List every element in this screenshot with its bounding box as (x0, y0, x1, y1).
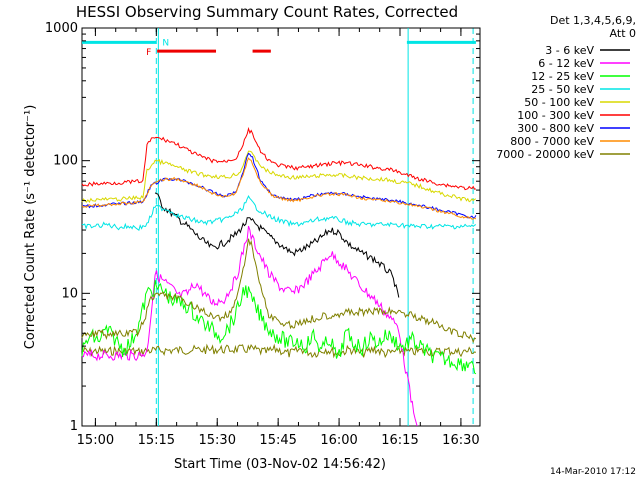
legend-header-line-1: Det 1,3,4,5,6,9, (550, 14, 636, 27)
vertical-markers (155, 28, 474, 426)
plot-area: NF 15:00 15:15 15:30 15:45 16:00 16:15 16:30 1… (45, 21, 481, 448)
series-line-800-7000-kev (81, 157, 477, 220)
x-tick-label: 15:00 (77, 433, 114, 448)
legend-label: 100 - 300 keV (517, 109, 594, 122)
legend-label: 6 - 12 keV (538, 57, 594, 70)
overlay-markers: NF (82, 38, 476, 58)
series-line-50-100-kev (81, 150, 477, 203)
legend-label: 7000 - 20000 keV (496, 148, 594, 161)
footer-timestamp: 14-Mar-2010 17:12 (550, 467, 636, 477)
legend-label: 50 - 100 keV (524, 96, 594, 109)
x-tick-label: 15:45 (259, 433, 296, 448)
chart-title: HESSI Observing Summary Count Rates, Cor… (76, 3, 458, 21)
x-tick-label: 16:00 (320, 433, 357, 448)
y-tick-label: 10 (61, 286, 78, 301)
series-line-100-300-kev (81, 126, 477, 191)
x-axis-label: Start Time (03-Nov-02 14:56:42) (174, 457, 386, 472)
plot-frame (81, 27, 481, 427)
x-axis-ticks: 15:00 15:15 15:30 15:45 16:00 16:15 16:30 (77, 28, 480, 448)
y-axis-label: Corrected Count Rate (s⁻¹ detector⁻¹) (23, 105, 38, 350)
legend-label: 12 - 25 keV (531, 70, 594, 83)
x-tick-label: 15:15 (138, 433, 175, 448)
series-line-12-25-kev (81, 279, 477, 375)
series-line-300-800-kev (81, 152, 477, 219)
series-lines (81, 126, 477, 427)
series-line-25-50-kev (81, 195, 477, 232)
series-line-7000-20000-kev (81, 238, 477, 344)
series-line-3-6-kev (154, 192, 400, 298)
x-tick-label: 16:30 (442, 433, 479, 448)
y-tick-label: 1 (70, 419, 78, 434)
legend-header-line-2: Att 0 (610, 27, 636, 40)
y-axis-ticks: 1 10 100 1000 (45, 21, 480, 434)
legend-label: 300 - 800 keV (517, 122, 594, 135)
legend-label: 800 - 7000 keV (510, 135, 594, 148)
y-tick-label: 1000 (45, 21, 78, 36)
x-tick-label: 15:30 (199, 433, 236, 448)
x-tick-label: 16:15 (381, 433, 418, 448)
night-marker-label: N (162, 38, 169, 48)
legend-label: 25 - 50 keV (531, 83, 594, 96)
flare-marker-label: F (146, 48, 151, 58)
legend-label: 3 - 6 keV (545, 44, 594, 57)
series-line-6-12-kev (81, 225, 418, 427)
y-tick-label: 100 (53, 154, 78, 169)
